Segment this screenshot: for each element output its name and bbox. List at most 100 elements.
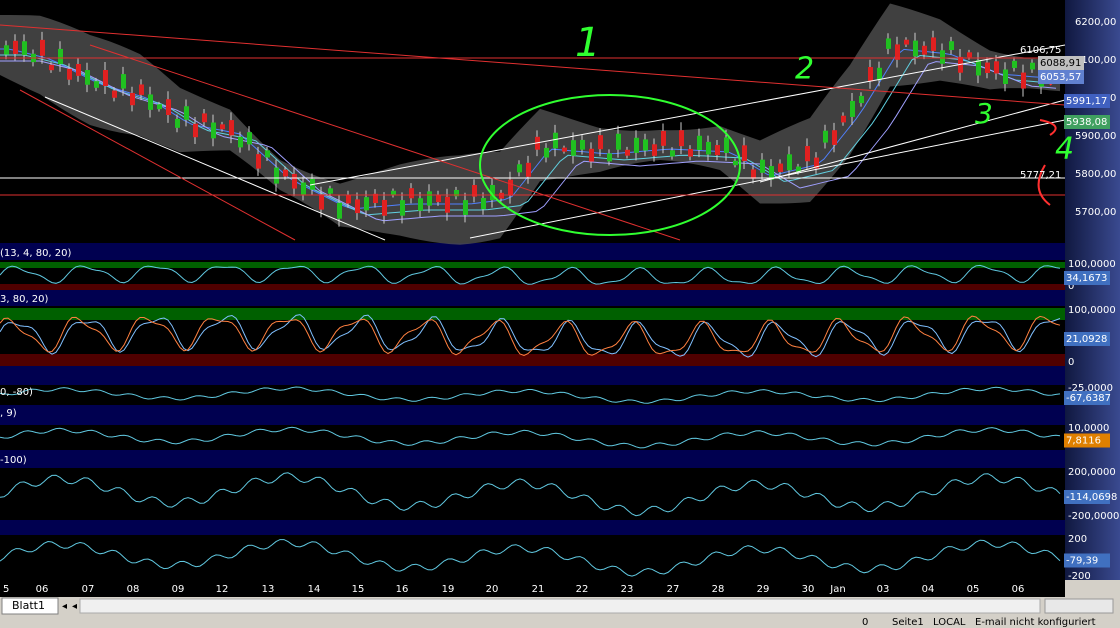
tab-scroll[interactable]: ◂ (72, 601, 77, 612)
date-label: 05 (967, 584, 980, 595)
candle (94, 81, 99, 88)
axis-label: 0 (1068, 357, 1074, 368)
candle (445, 196, 450, 213)
candle (1003, 69, 1008, 84)
panel-separator (0, 450, 1065, 468)
candle (481, 197, 486, 210)
date-label: 23 (621, 584, 634, 595)
oscillator-line (0, 426, 1061, 449)
candle (796, 166, 801, 172)
corner (1065, 580, 1120, 597)
panels (0, 0, 1120, 580)
candle (391, 190, 396, 196)
axis-label: 200,0000 (1068, 467, 1116, 478)
candle (571, 140, 576, 156)
date-label: 04 (922, 584, 935, 595)
candle (283, 169, 288, 177)
axis-label: 10,0000 (1068, 423, 1109, 434)
candle (1012, 60, 1017, 68)
candle (454, 189, 459, 197)
candle (274, 167, 279, 184)
candle (625, 149, 630, 156)
tab-scroll[interactable]: ◂ (62, 601, 67, 612)
candle (814, 157, 819, 169)
candle (967, 52, 972, 58)
candle (931, 37, 936, 51)
candle (580, 139, 585, 150)
value-label: 7,8116 (1066, 436, 1101, 447)
date-label: 20 (486, 584, 499, 595)
status-items: 0 Seite1 LOCAL E-mail nicht konfiguriert (862, 617, 1096, 628)
candle (706, 141, 711, 155)
candle (517, 164, 522, 173)
value-label: 34,1673 (1066, 273, 1107, 284)
h-scrollbar[interactable] (1044, 598, 1114, 614)
candle (112, 90, 117, 98)
moving-average (0, 60, 1057, 222)
status-item: 0 (862, 617, 868, 628)
candle (553, 132, 558, 149)
annotation: 4 (1055, 132, 1074, 167)
indicator-label: 0, -80) (0, 387, 33, 398)
candle (823, 130, 828, 143)
date-label: 29 (757, 584, 770, 595)
value-box (1064, 391, 1110, 405)
lower-band (0, 284, 1065, 290)
candle (832, 130, 837, 145)
candle (175, 118, 180, 128)
candle (121, 74, 126, 89)
h-scrollbar[interactable] (79, 598, 1041, 614)
candle (76, 63, 81, 76)
trend-line (0, 24, 1066, 106)
candle (1021, 72, 1026, 89)
oscillator-line (0, 539, 1061, 577)
indicator-label: (13, 4, 80, 20) (0, 248, 72, 259)
date-label: 16 (396, 584, 409, 595)
date-label: 09 (172, 584, 185, 595)
candle (544, 147, 549, 158)
candle (634, 137, 639, 153)
date-label: 06 (1012, 584, 1025, 595)
trend-line (759, 99, 1066, 183)
panel-separator (0, 520, 1065, 535)
candle (193, 123, 198, 138)
candle (346, 194, 351, 204)
candle (724, 137, 729, 153)
date-label: 07 (82, 584, 95, 595)
y-axis-label: 5800,00 (1075, 169, 1116, 180)
candle (301, 182, 306, 195)
candle (760, 159, 765, 173)
candle (850, 100, 855, 117)
candle (733, 160, 738, 166)
candle (679, 130, 684, 147)
candle (598, 135, 603, 150)
date-label: 28 (712, 584, 725, 595)
candle (319, 194, 324, 210)
candle (904, 39, 909, 45)
candle (184, 106, 189, 120)
date-label: 5 (3, 584, 9, 595)
panel-separator (0, 405, 1065, 425)
y-axis-label: 6200,00 (1075, 17, 1116, 28)
candle (328, 188, 333, 194)
panel-separator (0, 243, 1065, 260)
value-box (1064, 490, 1110, 504)
price-label: 5777,21 (1020, 170, 1061, 181)
axis-label: 0 (1068, 281, 1074, 292)
candle (247, 132, 252, 145)
indicator-label: 3, 80, 20) (0, 294, 49, 305)
oscillator-line (0, 264, 1061, 285)
oscillator-line (0, 315, 1061, 357)
date-label: 08 (127, 584, 140, 595)
candle (373, 193, 378, 204)
date-label: 27 (667, 584, 680, 595)
axis-label: -200 (1068, 571, 1091, 582)
candle (139, 84, 144, 95)
candle (841, 115, 846, 123)
candle (715, 145, 720, 156)
status-bar (0, 615, 1120, 628)
candle (229, 120, 234, 136)
sheet-tab[interactable] (1, 597, 59, 615)
